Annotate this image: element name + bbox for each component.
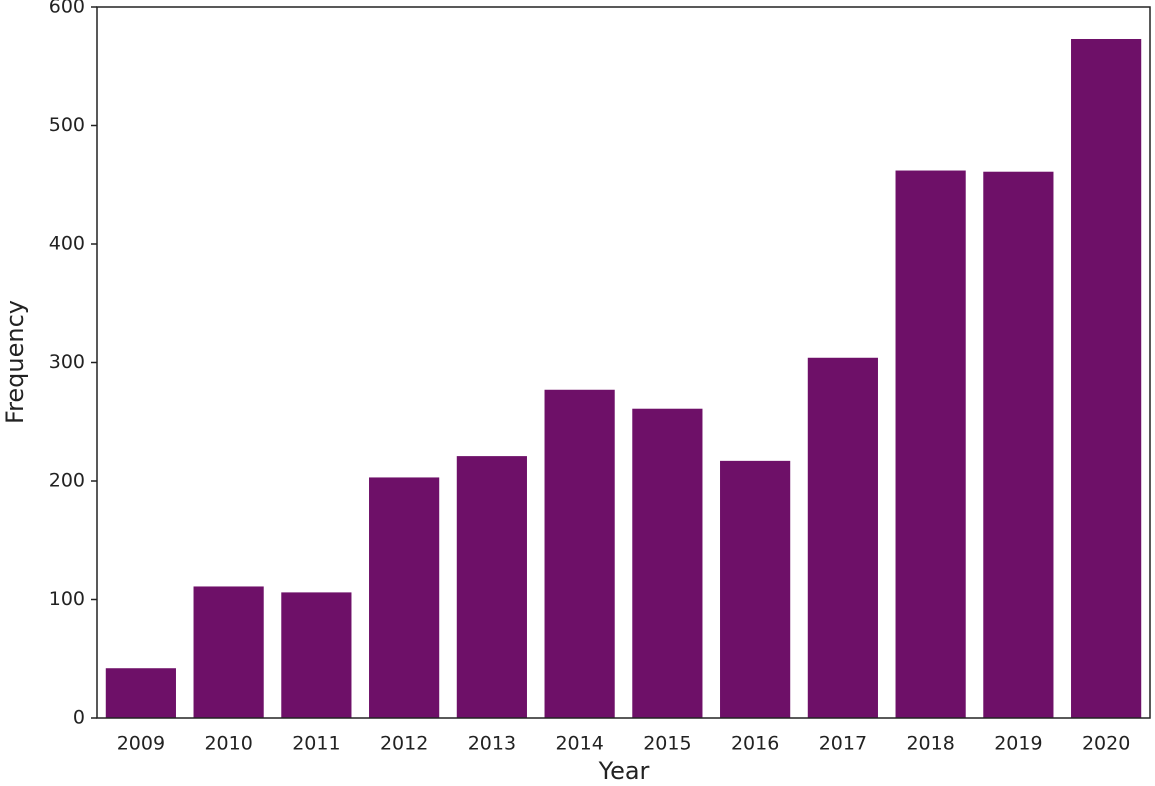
bar — [193, 586, 264, 718]
bar — [1071, 38, 1142, 719]
bar — [281, 592, 352, 718]
bar — [369, 477, 440, 718]
x-tick-label: 2018 — [906, 733, 954, 755]
bar — [720, 460, 791, 718]
x-tick-label: 2015 — [643, 733, 691, 755]
x-tick-label: 2020 — [1082, 733, 1130, 755]
bar — [456, 456, 527, 718]
y-tick-label: 100 — [49, 588, 85, 610]
bar — [895, 170, 966, 718]
x-tick-label: 2010 — [204, 733, 252, 755]
x-tick-label: 2013 — [468, 733, 516, 755]
y-tick-label: 200 — [49, 470, 85, 492]
bar — [807, 357, 878, 718]
x-tick-label: 2012 — [380, 733, 428, 755]
y-tick-label: 500 — [49, 114, 85, 136]
x-tick-label: 2011 — [292, 733, 340, 755]
x-tick-label: 2009 — [117, 733, 165, 755]
y-tick-label: 300 — [49, 351, 85, 373]
y-tick-label: 600 — [49, 0, 85, 18]
x-tick-label: 2019 — [994, 733, 1042, 755]
x-tick-label: 2014 — [555, 733, 603, 755]
y-tick-label: 400 — [49, 233, 85, 255]
bar — [632, 408, 703, 718]
x-tick-label: 2016 — [731, 733, 779, 755]
bar — [544, 389, 615, 718]
x-tick-label: 2017 — [819, 733, 867, 755]
bar — [105, 668, 176, 718]
y-tick-label: 0 — [73, 707, 85, 729]
bar — [983, 171, 1054, 719]
x-axis-title: Year — [598, 757, 650, 785]
y-axis-title: Frequency — [1, 300, 29, 424]
plot-frame — [96, 6, 1151, 719]
